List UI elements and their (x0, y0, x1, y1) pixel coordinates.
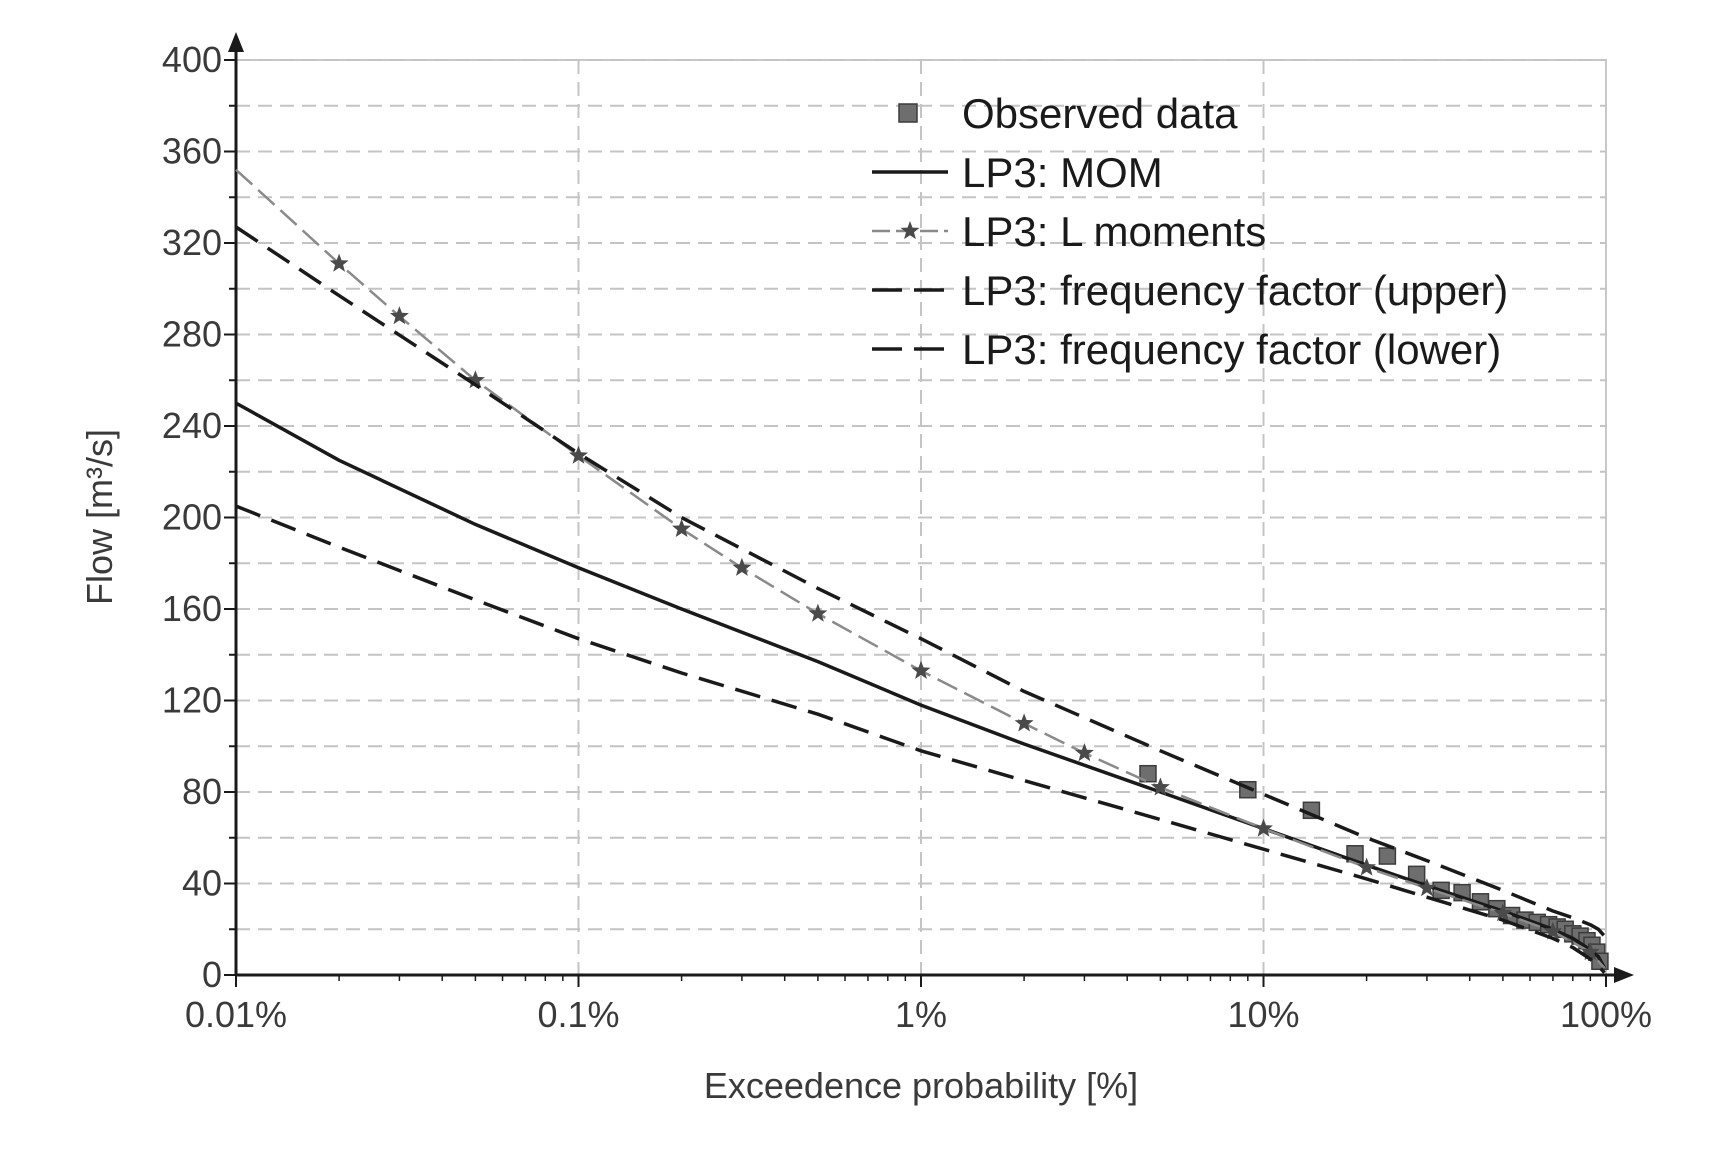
y-tick-label: 40 (182, 863, 222, 904)
legend-label: LP3: L moments (962, 208, 1266, 255)
x-tick-label: 10% (1227, 994, 1299, 1035)
data-point-star (1493, 903, 1513, 922)
legend-label: LP3: frequency factor (upper) (962, 267, 1508, 314)
data-point-star (1357, 857, 1377, 876)
legend: Observed data LP3: MOM LP3: L moments LP3: … (872, 90, 1508, 373)
legend-item: LP3: MOM (872, 149, 1163, 196)
x-axis-title: Exceedence probability [%] (704, 1065, 1138, 1106)
series-line (235, 401, 1607, 969)
y-tick-label: 360 (162, 131, 222, 172)
legend-item: Observed data (898, 90, 1238, 137)
y-tick-label: 280 (162, 314, 222, 355)
data-point-star (1543, 921, 1563, 940)
y-tick-label: 160 (162, 588, 222, 629)
legend-swatch-star (900, 221, 920, 240)
data-point-star (1580, 942, 1600, 961)
data-point-star (329, 253, 349, 272)
legend-label: Observed data (962, 90, 1238, 137)
y-tick-label: 400 (162, 39, 222, 80)
legend-item: LP3: frequency factor (upper) (872, 267, 1508, 314)
x-tick-label: 0.01% (185, 994, 287, 1035)
y-tick-label: 200 (162, 497, 222, 538)
legend-item: LP3: frequency factor (lower) (872, 326, 1501, 373)
data-point-star (808, 603, 828, 622)
data-point-star (1014, 713, 1034, 732)
data-point-star (465, 370, 485, 389)
legend-label: LP3: MOM (962, 149, 1163, 196)
series-line (235, 225, 1606, 938)
data-point-star (389, 306, 409, 325)
x-tick-label: 1% (895, 994, 947, 1035)
x-tick-label: 0.1% (537, 994, 619, 1035)
data-point-square (1378, 847, 1397, 865)
series-2 (235, 168, 1606, 969)
tick-labels: 0 40 80 120 160 200 240 280 320 360 400 0.01% 0.1% 1%… (162, 39, 1652, 1035)
data-point-star (911, 660, 931, 679)
data-point-star (1074, 743, 1094, 762)
series-1 (235, 401, 1607, 969)
data-point-square (1139, 764, 1157, 783)
series-line (235, 504, 1606, 974)
series-4 (235, 504, 1606, 974)
x-axis-arrow (1614, 967, 1634, 983)
data-point-star (1150, 777, 1170, 796)
data-point-star (732, 557, 752, 576)
series-layer (235, 168, 1609, 974)
data-point-star (1254, 818, 1273, 837)
y-tick-label: 80 (182, 771, 222, 812)
y-tick-label: 120 (162, 680, 222, 721)
y-axis-title: Flow [m³/s] (79, 429, 120, 605)
legend-swatch-square (898, 103, 918, 123)
y-tick-label: 240 (162, 405, 222, 446)
data-point-star (569, 445, 588, 464)
y-axis-arrow (228, 32, 244, 52)
y-tick-label: 0 (202, 954, 222, 995)
axes (224, 32, 1634, 987)
y-tick-label: 320 (162, 222, 222, 263)
legend-label: LP3: frequency factor (lower) (962, 326, 1501, 373)
data-point-star (1417, 878, 1437, 897)
x-tick-label: 100% (1560, 994, 1652, 1035)
legend-item: LP3: L moments (872, 208, 1266, 255)
data-point-star (672, 518, 692, 537)
series-3 (235, 225, 1606, 938)
